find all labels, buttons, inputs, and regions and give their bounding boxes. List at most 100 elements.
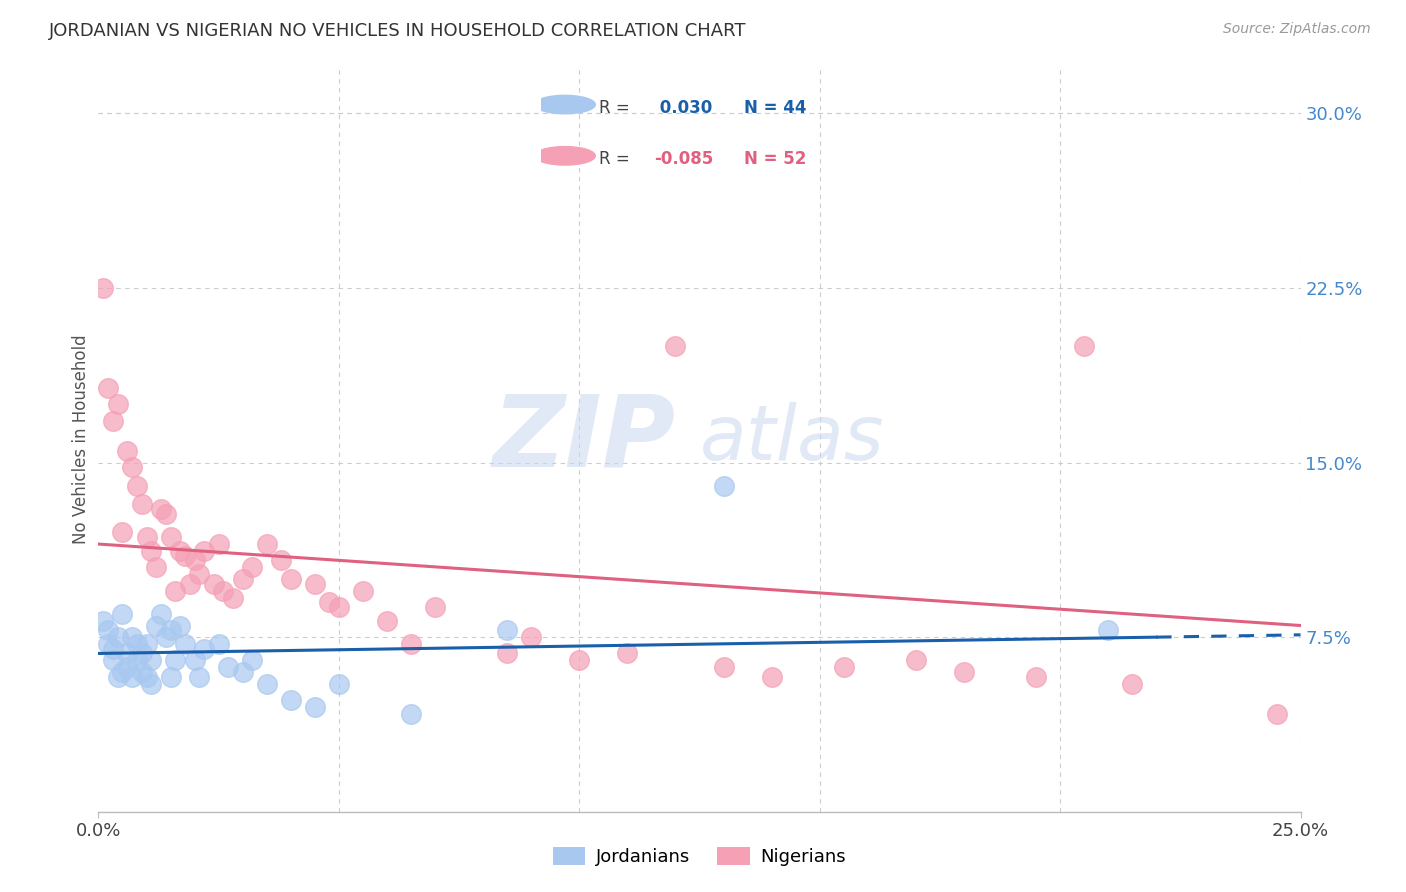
Point xyxy=(159,530,181,544)
Point xyxy=(179,576,201,591)
Point xyxy=(165,583,187,598)
Point xyxy=(117,444,139,458)
Point xyxy=(183,653,205,667)
Text: JORDANIAN VS NIGERIAN NO VEHICLES IN HOUSEHOLD CORRELATION CHART: JORDANIAN VS NIGERIAN NO VEHICLES IN HOU… xyxy=(49,22,747,40)
Circle shape xyxy=(534,146,595,165)
Point xyxy=(217,660,239,674)
Point xyxy=(111,607,134,621)
Point xyxy=(212,583,235,598)
Y-axis label: No Vehicles in Household: No Vehicles in Household xyxy=(72,334,90,544)
Point xyxy=(97,381,120,395)
Point xyxy=(111,665,134,679)
Point xyxy=(328,676,350,690)
Point xyxy=(270,553,292,567)
Point xyxy=(208,537,231,551)
Point xyxy=(304,700,326,714)
Point xyxy=(222,591,245,605)
Point xyxy=(149,502,172,516)
Point xyxy=(240,560,263,574)
Point xyxy=(496,623,519,637)
Point xyxy=(155,630,177,644)
Point xyxy=(713,479,735,493)
Point xyxy=(664,339,686,353)
Point xyxy=(399,637,422,651)
Point xyxy=(135,670,157,684)
Point xyxy=(193,544,215,558)
Point xyxy=(101,641,124,656)
Point xyxy=(496,647,519,661)
Text: N = 52: N = 52 xyxy=(744,150,806,168)
Text: ZIP: ZIP xyxy=(492,391,675,488)
Point xyxy=(240,653,263,667)
Point xyxy=(135,530,157,544)
Point xyxy=(107,397,129,411)
Point xyxy=(256,676,278,690)
Point xyxy=(232,665,254,679)
Point xyxy=(97,637,120,651)
Point xyxy=(141,653,163,667)
Text: R =: R = xyxy=(599,99,634,117)
Point xyxy=(145,560,167,574)
Point xyxy=(193,641,215,656)
Point xyxy=(280,572,302,586)
Text: atlas: atlas xyxy=(700,402,884,476)
Point xyxy=(616,647,638,661)
Point xyxy=(399,706,422,721)
Point xyxy=(121,670,143,684)
Point xyxy=(202,576,225,591)
Point xyxy=(131,498,153,512)
Text: 0.030: 0.030 xyxy=(654,99,713,117)
Point xyxy=(91,614,114,628)
Point xyxy=(101,653,124,667)
Point xyxy=(713,660,735,674)
Point xyxy=(375,614,398,628)
Point xyxy=(304,576,326,591)
Point xyxy=(125,637,148,651)
Point xyxy=(135,637,157,651)
Point xyxy=(91,281,114,295)
Point xyxy=(159,670,181,684)
Point xyxy=(1121,676,1143,690)
Point xyxy=(208,637,231,651)
Point xyxy=(149,607,172,621)
Text: R =: R = xyxy=(599,150,634,168)
Point xyxy=(97,623,120,637)
Point xyxy=(232,572,254,586)
Point xyxy=(174,549,197,563)
Point xyxy=(568,653,591,667)
Text: N = 44: N = 44 xyxy=(744,99,806,117)
Point xyxy=(155,507,177,521)
Point xyxy=(280,693,302,707)
Point xyxy=(904,653,927,667)
Text: -0.085: -0.085 xyxy=(654,150,714,168)
Point xyxy=(761,670,783,684)
Point xyxy=(145,618,167,632)
Point xyxy=(131,665,153,679)
Point xyxy=(169,618,191,632)
Point xyxy=(183,553,205,567)
Point xyxy=(125,653,148,667)
Point xyxy=(256,537,278,551)
Legend: Jordanians, Nigerians: Jordanians, Nigerians xyxy=(546,839,853,873)
Point xyxy=(107,670,129,684)
Circle shape xyxy=(534,95,595,114)
Point xyxy=(141,676,163,690)
Point xyxy=(169,544,191,558)
Point xyxy=(165,653,187,667)
Point xyxy=(1073,339,1095,353)
Point xyxy=(101,414,124,428)
Point xyxy=(141,544,163,558)
Point xyxy=(159,623,181,637)
Point xyxy=(121,630,143,644)
Point xyxy=(1025,670,1047,684)
Point xyxy=(1265,706,1288,721)
Point xyxy=(125,479,148,493)
Point xyxy=(174,637,197,651)
Point xyxy=(318,595,340,609)
Point xyxy=(131,647,153,661)
Point xyxy=(423,599,446,614)
Point xyxy=(117,647,139,661)
Point xyxy=(953,665,976,679)
Point xyxy=(1097,623,1119,637)
Point xyxy=(328,599,350,614)
